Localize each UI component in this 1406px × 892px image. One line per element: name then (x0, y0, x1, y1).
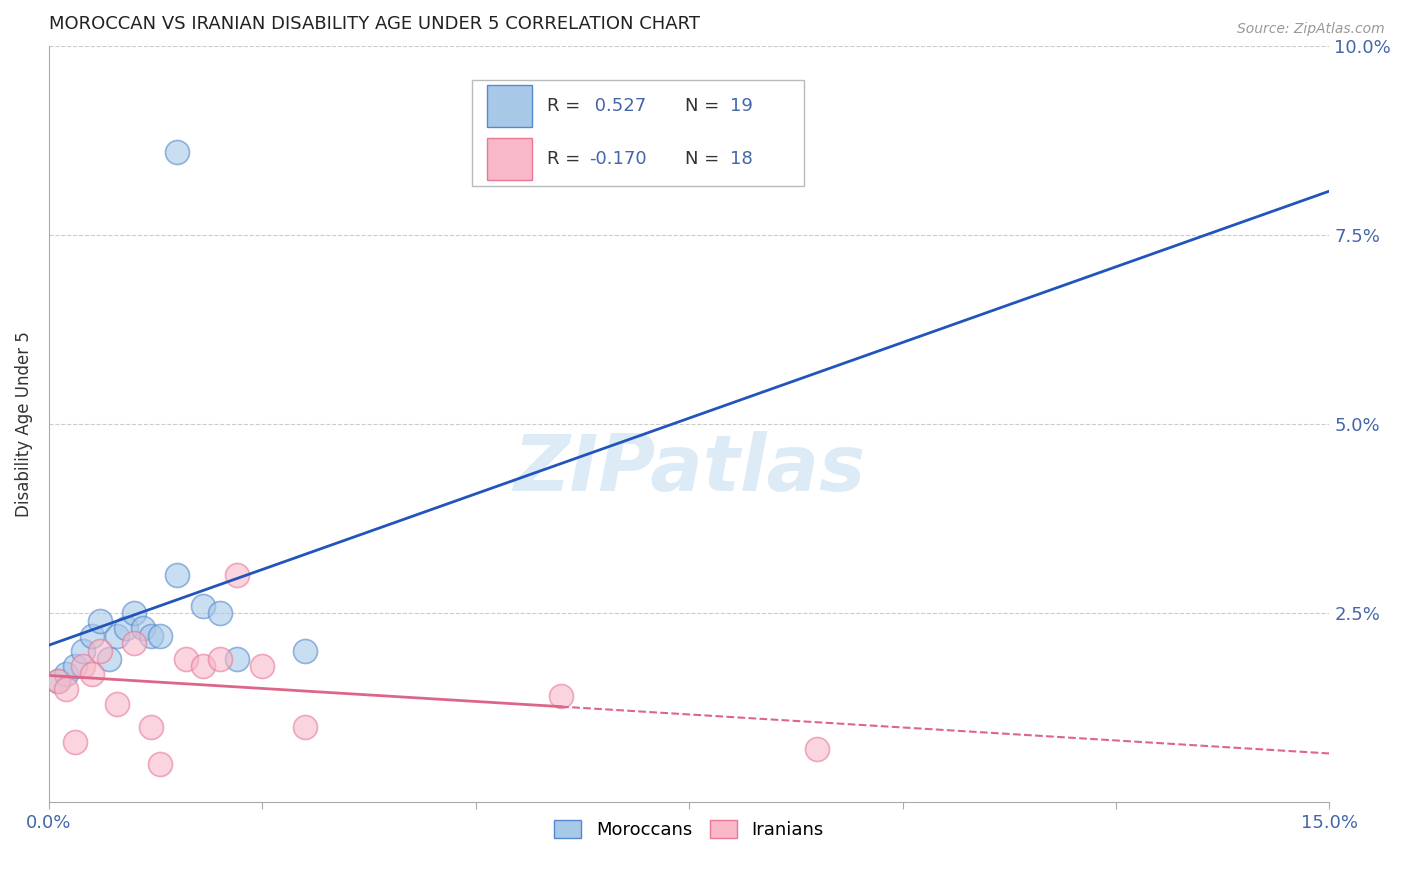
FancyBboxPatch shape (471, 79, 804, 186)
Point (166, 145, 188, 159)
Point (72, 659, 94, 673)
Point (149, 757, 172, 772)
Point (89, 644, 111, 658)
Point (105, 697, 128, 711)
Text: R =: R = (547, 97, 586, 115)
Point (208, 651, 231, 665)
Point (89, 614, 111, 628)
Text: N =: N = (685, 150, 725, 169)
Point (80, 629, 103, 643)
Point (806, 742, 828, 756)
Point (114, 621, 136, 635)
Point (141, 629, 163, 643)
Point (191, 599, 214, 613)
Point (166, 568, 188, 582)
Point (294, 720, 316, 734)
Point (80, 666, 103, 681)
Point (225, 568, 247, 582)
Point (46, 674, 69, 689)
Text: N =: N = (685, 97, 725, 115)
Point (149, 629, 172, 643)
Point (132, 621, 155, 635)
Point (46, 674, 69, 689)
Point (252, 659, 274, 673)
Point (105, 629, 128, 643)
Point (208, 606, 231, 620)
Text: 18: 18 (730, 150, 752, 169)
Point (191, 659, 214, 673)
Point (294, 644, 316, 658)
Point (72, 644, 94, 658)
Point (174, 651, 197, 665)
Text: R =: R = (547, 150, 586, 169)
Point (63, 735, 86, 749)
FancyBboxPatch shape (486, 86, 531, 127)
Point (63, 659, 86, 673)
FancyBboxPatch shape (486, 138, 531, 180)
Point (141, 720, 163, 734)
Text: 0.527: 0.527 (589, 97, 647, 115)
Point (225, 651, 247, 665)
Text: 19: 19 (730, 97, 754, 115)
Point (97, 651, 120, 665)
Point (55, 666, 77, 681)
Point (124, 606, 146, 620)
Legend: Moroccans, Iranians: Moroccans, Iranians (547, 813, 831, 847)
Point (550, 690, 572, 704)
Text: -0.170: -0.170 (589, 150, 647, 169)
Text: MOROCCAN VS IRANIAN DISABILITY AGE UNDER 5 CORRELATION CHART: MOROCCAN VS IRANIAN DISABILITY AGE UNDER… (49, 15, 700, 33)
Y-axis label: Disability Age Under 5: Disability Age Under 5 (15, 331, 32, 516)
Point (55, 681, 77, 696)
Point (124, 636, 146, 650)
Text: Source: ZipAtlas.com: Source: ZipAtlas.com (1237, 22, 1385, 37)
Text: ZIPatlas: ZIPatlas (513, 432, 865, 508)
